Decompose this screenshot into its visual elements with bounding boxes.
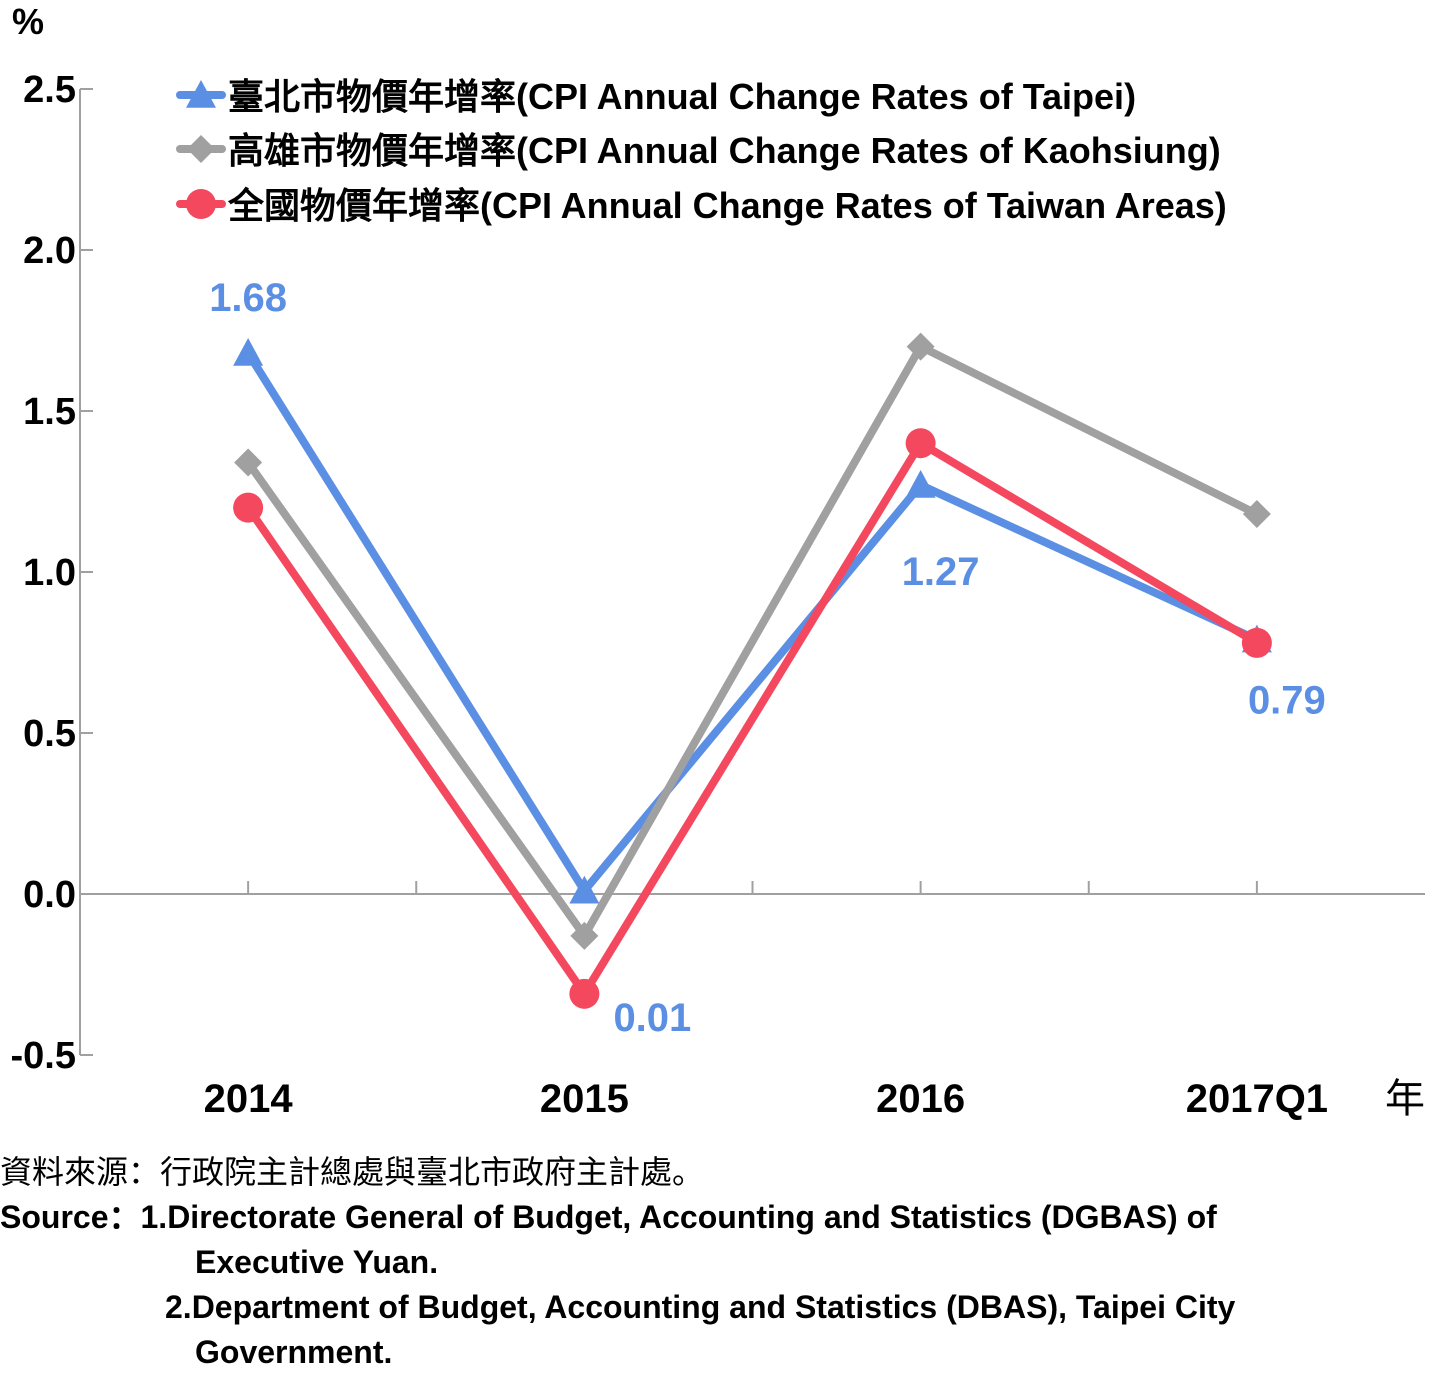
legend-item-2: 全國物價年增率(CPI Annual Change Rates of Taiwa… xyxy=(176,185,1227,226)
legend-swatch-marker xyxy=(186,80,216,108)
source-note: 資料來源：行政院主計總處與臺北市政府主計處。 Source：1.Director… xyxy=(0,1150,1429,1375)
series-line-2 xyxy=(244,439,1261,998)
series-2-point xyxy=(569,978,600,1009)
line-chart: 2.5 2.0 1.5 1.0 0.5 0.0 -0.5 2014 2015 2016 2017Q1… xyxy=(11,1,1425,1121)
y-tick-label: 0.5 xyxy=(23,713,76,755)
source-item-2: 2.Department of Budget, Accounting and S… xyxy=(165,1289,1236,1325)
series-2-point xyxy=(905,428,936,459)
series-1 xyxy=(234,332,1271,950)
x-tick-label: 2014 xyxy=(204,1077,294,1121)
x-unit-label: 年 xyxy=(1385,1077,1425,1121)
legend-item-0: 臺北市物價年增率(CPI Annual Change Rates of Taip… xyxy=(176,76,1136,117)
series-line-1 xyxy=(244,342,1261,940)
series-0-point xyxy=(569,875,600,904)
series-line-0 xyxy=(244,349,1261,895)
data-labels: 1.68 0.01 1.27 0.79 xyxy=(209,276,1326,1040)
legend-label: 高雄市物價年增率(CPI Annual Change Rates of Kaoh… xyxy=(228,130,1221,171)
x-tick-label: 2016 xyxy=(876,1077,965,1121)
y-tick-label: 1.5 xyxy=(23,391,76,433)
y-tick-label: 0.0 xyxy=(23,874,76,916)
source-line2-cont: Government. xyxy=(195,1334,393,1370)
series-2 xyxy=(233,428,1272,1009)
source-line1-cont: Executive Yuan. xyxy=(195,1244,439,1280)
data-label: 1.27 xyxy=(902,550,980,594)
series-1-point xyxy=(1242,500,1271,529)
y-unit-label: % xyxy=(12,1,44,42)
y-tick-label: 1.0 xyxy=(23,552,76,594)
y-tick-label: 2.5 xyxy=(23,69,76,111)
series-2-point xyxy=(1241,627,1272,658)
x-tick-label: 2017Q1 xyxy=(1186,1077,1328,1121)
series-0 xyxy=(233,338,1272,904)
source-prefix: Source： xyxy=(0,1199,141,1235)
source-item-1: 1.Directorate General of Budget, Account… xyxy=(140,1199,1217,1235)
data-label: 0.01 xyxy=(613,996,691,1040)
series-1-point xyxy=(234,448,263,477)
series-0-point xyxy=(233,338,264,366)
legend: 臺北市物價年增率(CPI Annual Change Rates of Taip… xyxy=(176,76,1227,226)
y-tick-label: -0.5 xyxy=(11,1035,76,1077)
y-tick-label: 2.0 xyxy=(23,230,76,272)
series-1-point xyxy=(906,332,935,361)
legend-swatch-marker xyxy=(187,135,215,163)
legend-label: 臺北市物價年增率(CPI Annual Change Rates of Taip… xyxy=(228,76,1136,117)
series-2-point xyxy=(233,492,264,523)
series-1-point xyxy=(570,921,599,950)
axes: 2.5 2.0 1.5 1.0 0.5 0.0 -0.5 2014 2015 2016 2017Q1 xyxy=(11,69,1425,1121)
series-0-point xyxy=(905,470,936,498)
legend-item-1: 高雄市物價年增率(CPI Annual Change Rates of Kaoh… xyxy=(176,130,1221,171)
data-label: 1.68 xyxy=(209,276,287,320)
x-tick-label: 2015 xyxy=(540,1077,629,1121)
data-label: 0.79 xyxy=(1248,679,1326,723)
series-layer xyxy=(233,332,1272,1009)
source-zh: 資料來源：行政院主計總處與臺北市政府主計處。 xyxy=(0,1154,705,1190)
legend-label: 全國物價年增率(CPI Annual Change Rates of Taiwa… xyxy=(227,185,1227,226)
source-line1: Source：1.Directorate General of Budget, … xyxy=(0,1195,1429,1240)
legend-swatch-marker xyxy=(186,189,216,219)
